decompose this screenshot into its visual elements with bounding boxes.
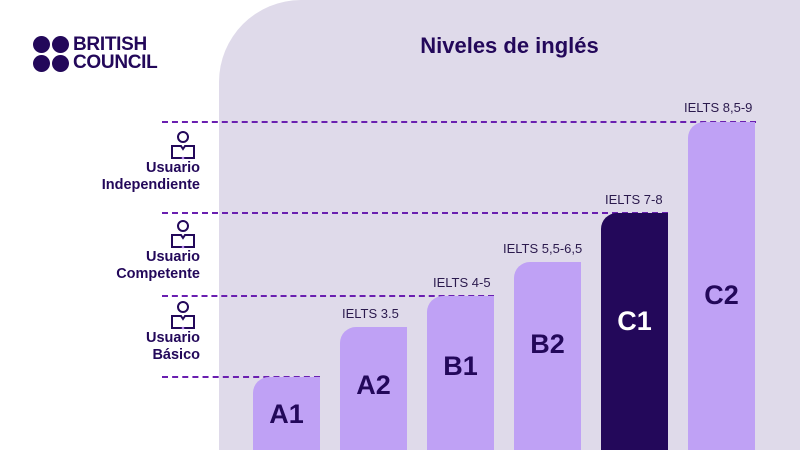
threshold-line-c1 — [162, 212, 668, 214]
british-council-logo: BRITISH COUNCIL — [33, 34, 158, 73]
user-book-icon — [171, 220, 195, 249]
threshold-line-b1 — [162, 295, 494, 297]
ielts-label-c1: IELTS 7-8 — [605, 192, 663, 207]
bar-c1: C1 — [601, 213, 668, 450]
british-council-dots-icon — [33, 36, 69, 72]
bar-a1: A1 — [253, 377, 320, 450]
user-level-independiente: Usuario Independiente — [50, 130, 200, 194]
user-level-basico: Usuario Básico — [50, 300, 200, 364]
logo-line2: COUNCIL — [73, 52, 158, 73]
logo-line1: BRITISH — [73, 34, 147, 55]
chart-title: Niveles de inglés — [420, 33, 599, 58]
ielts-label-b1: IELTS 4-5 — [433, 275, 491, 290]
ielts-label-c2: IELTS 8,5-9 — [684, 100, 753, 115]
user-book-icon — [171, 131, 195, 160]
threshold-line-a1 — [162, 376, 320, 378]
ielts-label-a2: IELTS 3.5 — [342, 306, 399, 321]
bar-b2: B2 — [514, 262, 581, 450]
bar-a2: A2 — [340, 327, 407, 450]
bar-b1: B1 — [427, 296, 494, 450]
ielts-label-b2: IELTS 5,5-6,5 — [503, 241, 583, 256]
user-book-icon — [171, 301, 195, 330]
threshold-line-c2 — [162, 121, 756, 123]
bar-c2: C2 — [688, 122, 755, 450]
user-level-competente: Usuario Competente — [50, 219, 200, 283]
